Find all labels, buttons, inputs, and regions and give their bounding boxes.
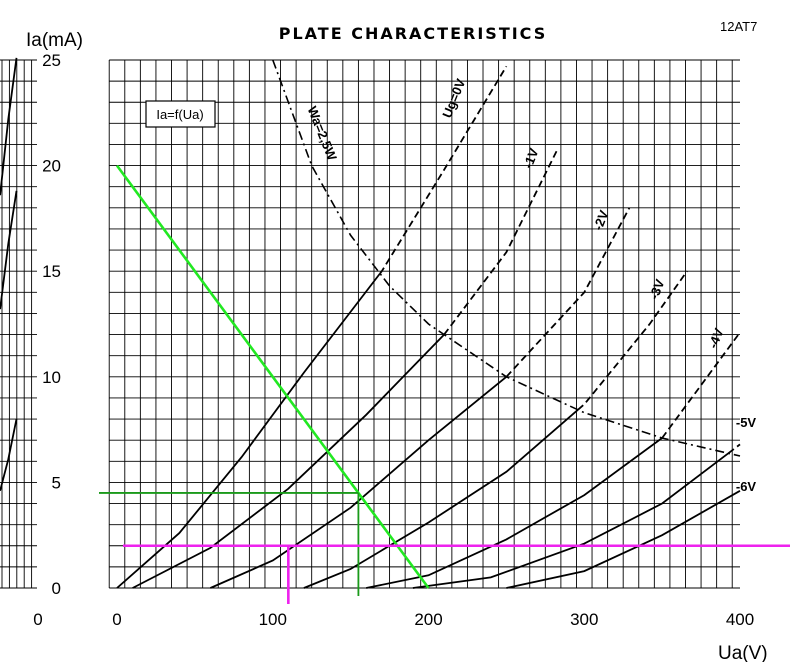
chart-curves: Ug=0V -1V -2V -3V -4V -5V -6V Wa=2,5W	[116, 59, 757, 589]
plate-curve-dashed	[443, 148, 559, 336]
x-tick-label: 400	[726, 610, 754, 629]
chart-title: PLATE CHARACTERISTICS	[279, 24, 548, 43]
plate-curve-solid	[366, 437, 663, 589]
y-tick-label: 0	[52, 579, 61, 598]
function-label-box	[145, 100, 216, 128]
curve-label: -6V	[736, 479, 757, 494]
side-panel-curve	[0, 418, 18, 492]
plate-curve-dashed	[577, 270, 688, 411]
curve-label: -3V	[646, 277, 668, 302]
y-tick-label: 5	[52, 473, 61, 492]
y-tick-label: 15	[42, 262, 61, 281]
plate-curve-solid	[132, 333, 445, 589]
side-panel-curve	[0, 190, 18, 310]
curve-label: Ug=0V	[439, 76, 468, 120]
plate-curve-solid	[506, 490, 741, 589]
side-panel-x-tick-label: 0	[33, 610, 42, 629]
tube-label: 12AT7	[720, 19, 757, 34]
plate-curve-solid	[303, 409, 579, 589]
y-tick-label: 20	[42, 157, 61, 176]
chart-grid	[108, 59, 740, 589]
curve-label: -4V	[705, 326, 727, 351]
curve-label: Wa=2,5W	[305, 104, 341, 163]
side-panel-grid	[0, 57, 37, 589]
y-tick-label: 10	[42, 368, 61, 387]
dissipation-curve	[272, 59, 741, 457]
plate-curve-solid	[116, 272, 381, 589]
side-panel-curve	[0, 57, 18, 196]
x-axis-label: Ua(V)	[718, 643, 768, 662]
x-tick-label: 100	[259, 610, 287, 629]
chart-ticks: 0 100 200 300 400 0 5 10 15 20 25 0	[33, 51, 754, 629]
x-tick-label: 200	[414, 610, 442, 629]
plate-curve-solid	[210, 376, 507, 589]
chart-overlays	[99, 164, 790, 604]
curve-label: -2V	[590, 208, 612, 233]
y-axis-label: Ia(mA)	[26, 30, 83, 51]
x-tick-label: 0	[112, 610, 121, 629]
x-tick-label: 300	[570, 610, 598, 629]
curve-label: -1V	[520, 146, 542, 171]
y-tick-label: 25	[42, 51, 61, 70]
curve-label: -5V	[736, 415, 757, 430]
plate-curve-dashed	[379, 65, 508, 275]
plate-curve-dashed	[505, 207, 631, 378]
function-label: Ia=f(Ua)	[156, 107, 203, 122]
plate-curve-dashed	[727, 443, 741, 455]
plate-curve-solid	[412, 452, 729, 589]
load-line	[115, 164, 430, 589]
